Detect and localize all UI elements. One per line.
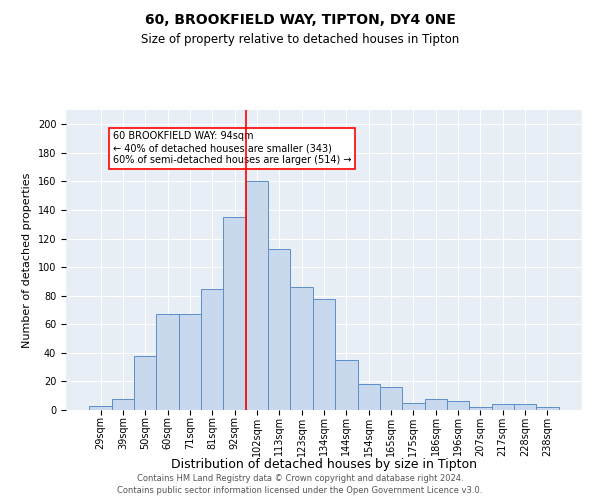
Bar <box>201 288 223 410</box>
Y-axis label: Number of detached properties: Number of detached properties <box>22 172 32 348</box>
X-axis label: Distribution of detached houses by size in Tipton: Distribution of detached houses by size … <box>171 458 477 471</box>
Bar <box>290 287 313 410</box>
Bar <box>268 248 290 410</box>
Bar <box>157 314 179 410</box>
Bar <box>402 403 425 410</box>
Bar <box>335 360 358 410</box>
Text: 60 BROOKFIELD WAY: 94sqm
← 40% of detached houses are smaller (343)
60% of semi-: 60 BROOKFIELD WAY: 94sqm ← 40% of detach… <box>113 132 352 164</box>
Bar <box>514 404 536 410</box>
Bar <box>313 298 335 410</box>
Bar <box>89 406 112 410</box>
Bar <box>246 182 268 410</box>
Bar <box>112 398 134 410</box>
Text: Contains HM Land Registry data © Crown copyright and database right 2024.
Contai: Contains HM Land Registry data © Crown c… <box>118 474 482 495</box>
Text: Size of property relative to detached houses in Tipton: Size of property relative to detached ho… <box>141 32 459 46</box>
Text: 60, BROOKFIELD WAY, TIPTON, DY4 0NE: 60, BROOKFIELD WAY, TIPTON, DY4 0NE <box>145 12 455 26</box>
Bar <box>447 402 469 410</box>
Bar <box>134 356 157 410</box>
Bar <box>380 387 402 410</box>
Bar <box>425 398 447 410</box>
Bar <box>179 314 201 410</box>
Bar <box>491 404 514 410</box>
Bar <box>358 384 380 410</box>
Bar <box>469 407 491 410</box>
Bar <box>536 407 559 410</box>
Bar <box>223 217 246 410</box>
